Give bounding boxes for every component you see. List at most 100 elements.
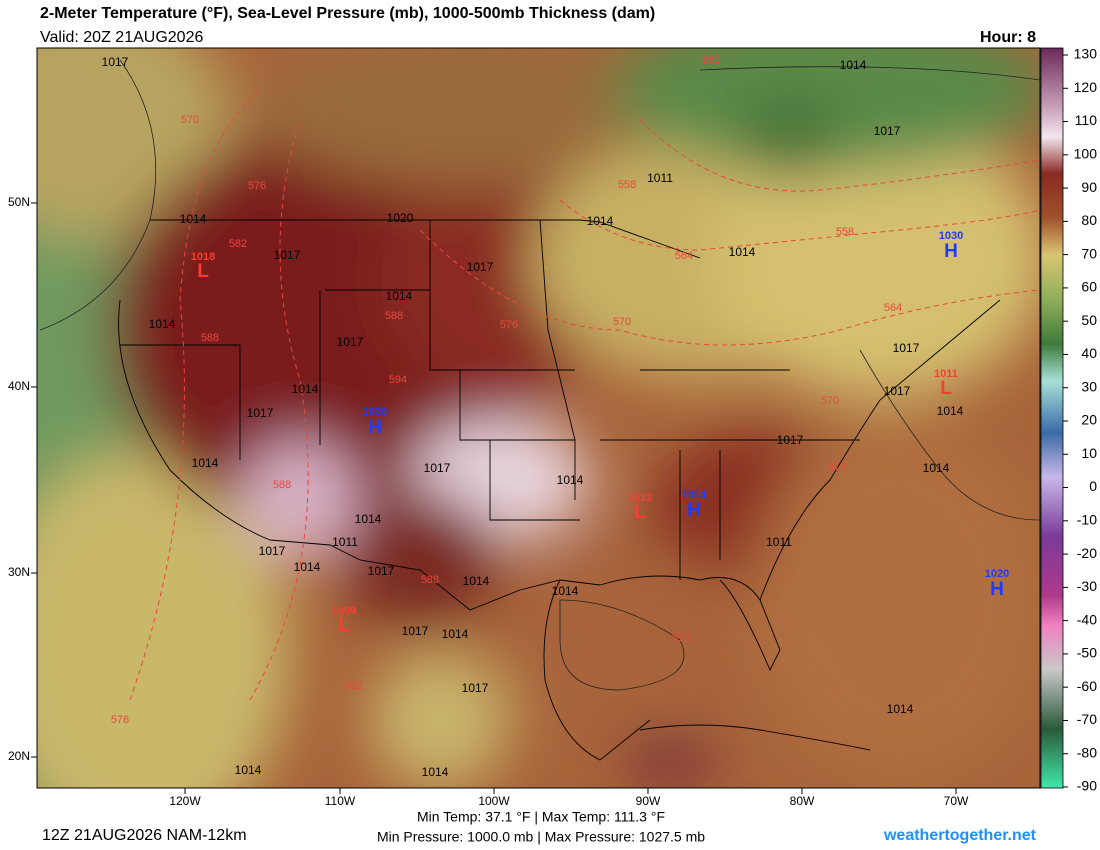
lon-label: 100W: [478, 794, 510, 808]
isobar-label: 1017: [777, 433, 804, 447]
isobar-label: 1014: [292, 382, 319, 396]
colorbar-tick-label: 10: [1081, 445, 1097, 461]
thickness-label: 576: [828, 461, 846, 473]
isobar-label: 1017: [467, 260, 494, 274]
lon-label: 110W: [325, 794, 356, 808]
colorbar-tick-label: -10: [1077, 512, 1097, 528]
colorbar-tick-label: 130: [1074, 46, 1098, 62]
low-pressure-symbol: L: [197, 261, 209, 282]
colorbar-tick-label: 20: [1081, 412, 1097, 428]
isobar-label: 1014: [840, 58, 867, 72]
isobar-label: 1011: [332, 535, 358, 549]
isobar-label: 1017: [893, 341, 920, 355]
colorbar-tick-label: -40: [1077, 611, 1097, 627]
thickness-label: 576: [111, 714, 129, 726]
lat-label: 20N: [8, 749, 30, 763]
model-run: 12Z 21AUG2026 NAM-12km: [42, 827, 247, 844]
thickness-label: 588: [201, 332, 219, 344]
low-pressure-symbol: L: [338, 615, 350, 636]
isobar-label: 1014: [557, 473, 584, 487]
low-pressure-value: 1011: [934, 368, 958, 380]
thickness-label: 582: [344, 680, 362, 692]
isobar-label: 1014: [386, 289, 413, 303]
isobar-label: 1014: [887, 702, 914, 716]
colorbar-tick-label: 60: [1081, 279, 1097, 295]
thickness-label: 558: [618, 179, 636, 191]
isobar-label: 1014: [729, 245, 756, 259]
thickness-label: 594: [389, 374, 407, 386]
high-pressure-value: 1030: [939, 230, 963, 242]
borders: [118, 219, 1001, 761]
colorbar-tick-label: 110: [1075, 112, 1098, 128]
isobar-label: 1014: [587, 214, 614, 228]
title: 2-Meter Temperature (°F), Sea-Level Pres…: [40, 5, 655, 22]
isobar-label: 1014: [923, 461, 950, 475]
high-pressure-symbol: H: [990, 579, 1004, 600]
isobar-label: 1017: [337, 335, 364, 349]
isobar-label: 1014: [422, 765, 449, 779]
colorbar-tick-label: 70: [1081, 245, 1097, 261]
thickness-label: 552: [702, 54, 720, 66]
thickness-label: 564: [675, 250, 693, 262]
colorbar-tick-label: 0: [1089, 478, 1097, 494]
isobar-label: 1014: [294, 560, 321, 574]
lon-label: 70W: [944, 794, 969, 808]
isobar-label: 1017: [247, 406, 274, 420]
isobar-label: 1017: [462, 681, 489, 695]
colorbar-tick-label: -70: [1077, 711, 1097, 727]
isobar-label: 1014: [463, 574, 490, 588]
isobar-label: 1011: [647, 171, 673, 185]
lat-label: 50N: [8, 195, 30, 209]
isobar-label: 1014: [355, 512, 382, 526]
thickness-label: 576: [672, 632, 690, 644]
temp-range: Min Temp: 37.1 °F | Max Temp: 111.3 °F: [417, 809, 665, 825]
lon-label: 120W: [169, 794, 201, 808]
thickness-label: 588: [421, 574, 439, 586]
colorbar-tick-label: -20: [1077, 545, 1097, 561]
isobar-label: 1017: [402, 624, 429, 638]
lat-label: 30N: [8, 565, 30, 579]
isobar-label: 1014: [442, 627, 469, 641]
thickness-label: 570: [821, 395, 839, 407]
isobars: [39, 59, 1040, 691]
thickness-label: 582: [229, 238, 247, 250]
isobar-label: 1017: [368, 564, 395, 578]
high-pressure-value: 1026: [363, 406, 387, 418]
isobar-label: 1014: [180, 212, 207, 226]
isobar-label: 1017: [259, 544, 286, 558]
colorbar-tick-label: 100: [1074, 146, 1098, 162]
isobar-label: 1020: [387, 211, 414, 225]
low-pressure-value: 1018: [191, 251, 215, 263]
colorbar-tick-label: 30: [1081, 378, 1097, 394]
thickness-label: 570: [613, 316, 631, 328]
map-frame: [36, 47, 1041, 789]
low-pressure-value: 1012: [628, 492, 652, 504]
colorbar-tick-label: -60: [1077, 678, 1097, 694]
high-pressure-value: 1020: [985, 568, 1009, 580]
isobar-label: 1017: [274, 248, 301, 262]
isobar-label: 1014: [235, 763, 262, 777]
thickness-contours: [129, 89, 1040, 701]
high-pressure-value: 1014: [682, 489, 707, 501]
colorbar-tick-label: 50: [1081, 312, 1097, 328]
isobar-label: 1017: [102, 55, 129, 69]
isobar-label: 1014: [937, 404, 964, 418]
colorbar-tick-label: -90: [1077, 778, 1097, 794]
high-pressure-symbol: H: [368, 417, 382, 438]
site-link[interactable]: weathertogether.net: [883, 827, 1037, 844]
forecast-hour: Hour: 8: [980, 29, 1036, 46]
lon-label: 80W: [790, 794, 815, 808]
thickness-label: 576: [248, 180, 266, 192]
thickness-label: 558: [836, 226, 854, 238]
thickness-label: 588: [273, 479, 291, 491]
isobar-label: 1017: [884, 384, 911, 398]
low-pressure-value: 1009: [332, 605, 356, 617]
isobar-label: 1011: [766, 535, 792, 549]
isobar-label: 1014: [149, 317, 176, 331]
map-field: [37, 48, 1040, 788]
colorbar: [1040, 47, 1064, 789]
colorbar-tick-label: 120: [1074, 79, 1098, 95]
colorbar-tick-label: -30: [1077, 578, 1097, 594]
colorbar-tick-label: -50: [1077, 645, 1097, 661]
